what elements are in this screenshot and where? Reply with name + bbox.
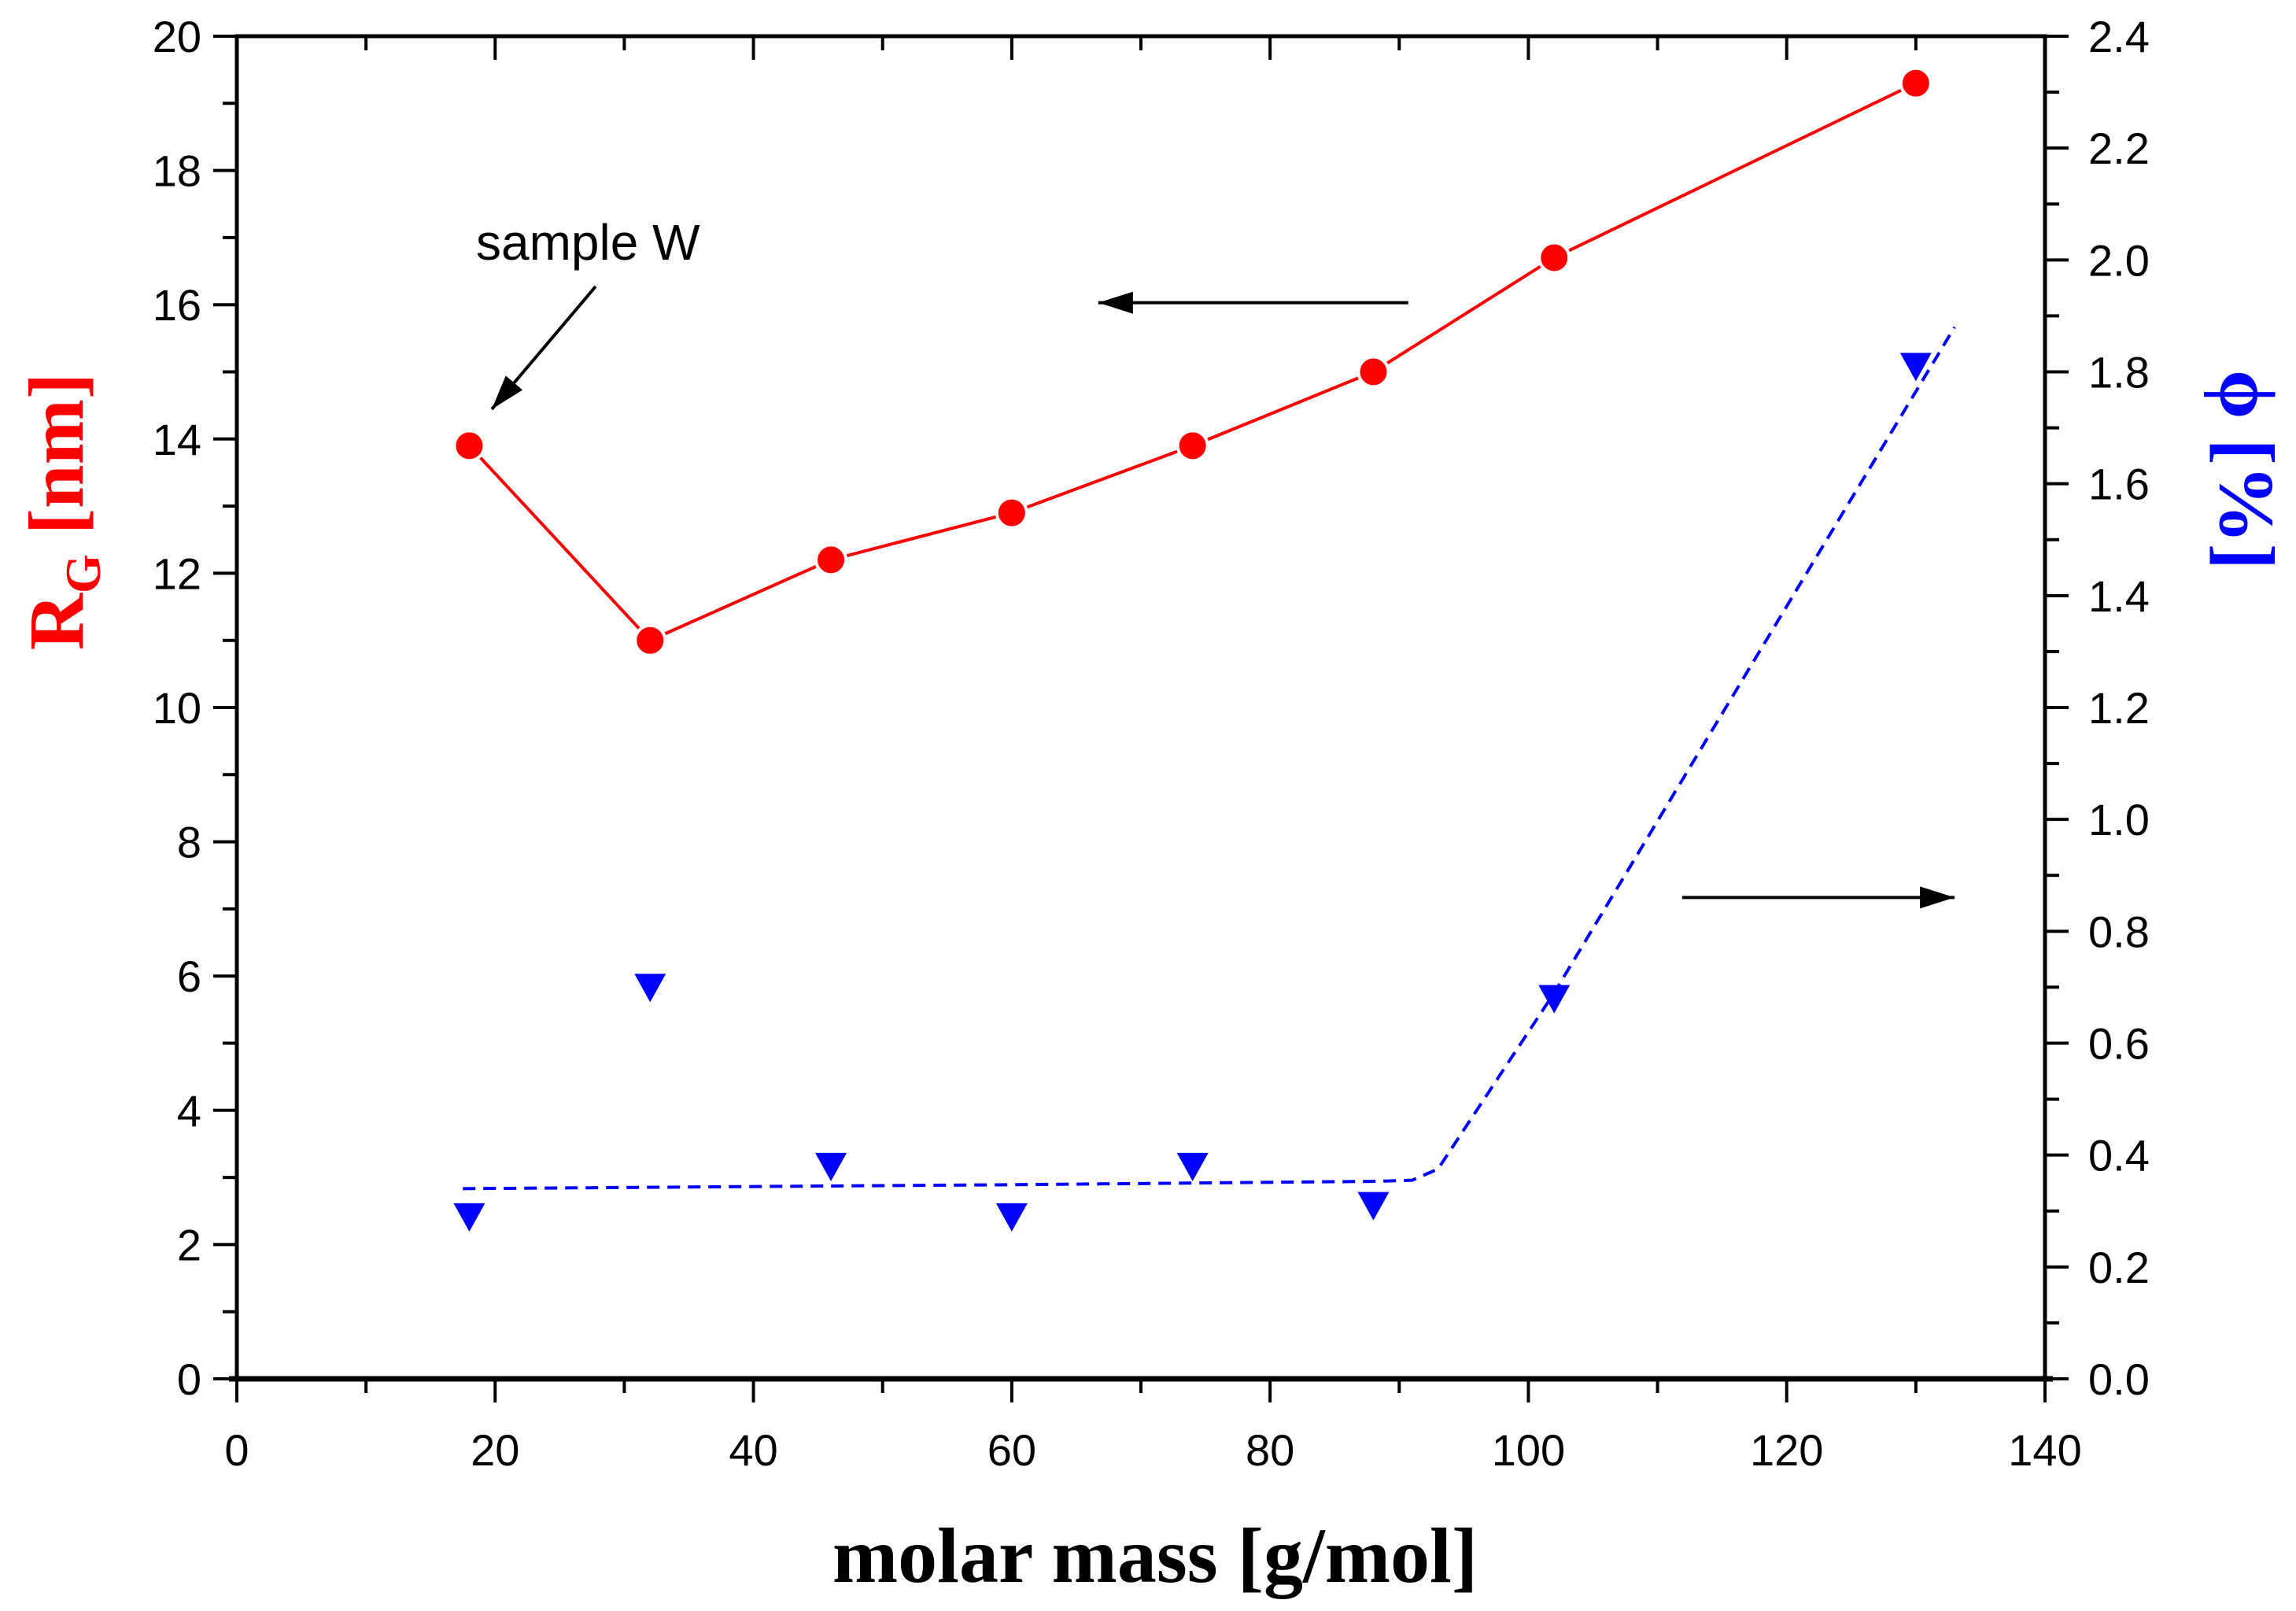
x-tick-label: 80 <box>1246 1425 1294 1475</box>
y-right-tick-label: 2.2 <box>2088 124 2150 173</box>
y-right-tick-label: 1.4 <box>2088 571 2150 621</box>
x-tick-label: 0 <box>224 1425 249 1475</box>
y-right-tick-label: 1.2 <box>2088 683 2150 733</box>
x-tick-label: 40 <box>729 1425 777 1475</box>
annotation-sample-w: sample W <box>476 214 700 271</box>
data-point-triangle <box>1176 1152 1209 1181</box>
data-point-triangle <box>1538 985 1571 1014</box>
y-right-tick-label: 2.0 <box>2088 235 2150 285</box>
y-left-title-main: R <box>13 592 100 650</box>
x-tick-label: 140 <box>2008 1425 2081 1475</box>
y-left-title-unit: [nm] <box>13 373 100 555</box>
y-left-axis-title: RG [nm] <box>13 373 111 651</box>
x-tick-label: 100 <box>1492 1425 1565 1475</box>
y-right-tick-label: 0.8 <box>2088 907 2150 956</box>
data-point-triangle <box>634 974 666 1003</box>
y-left-tick-label: 12 <box>153 549 201 598</box>
series-line-phi-fit <box>463 326 1956 1191</box>
y-left-tick-label: 8 <box>177 818 201 867</box>
x-tick-label: 20 <box>471 1425 519 1475</box>
y-left-tick-label: 6 <box>177 951 201 1001</box>
data-point-circle <box>995 496 1028 530</box>
arrow-left-axis-head <box>1098 291 1133 314</box>
data-point-circle <box>1357 355 1390 389</box>
y-right-tick-label: 2.4 <box>2088 12 2150 61</box>
y-left-tick-label: 16 <box>153 280 201 330</box>
y-right-tick-label: 0.6 <box>2088 1019 2150 1069</box>
y-left-tick-label: 14 <box>153 415 201 464</box>
data-point-triangle <box>453 1203 485 1232</box>
data-point-triangle <box>995 1203 1028 1232</box>
y-left-title-sub: G <box>55 554 111 593</box>
y-right-axis-title: ϕ [%] <box>2203 370 2290 570</box>
data-point-circle <box>1176 429 1209 463</box>
data-point-circle <box>452 429 486 463</box>
data-point-circle <box>1537 241 1571 275</box>
y-right-tick-label: 1.8 <box>2088 348 2150 397</box>
data-point-triangle <box>815 1152 847 1181</box>
y-left-tick-label: 18 <box>153 146 201 196</box>
y-right-tick-label: 0.4 <box>2088 1131 2150 1181</box>
data-point-circle <box>814 543 848 577</box>
y-left-tick-label: 20 <box>153 12 201 61</box>
y-left-tick-label: 10 <box>153 683 201 733</box>
y-left-tick-label: 4 <box>177 1086 201 1136</box>
y-left-tick-label: 2 <box>177 1220 201 1269</box>
y-right-tick-label: 0.2 <box>2088 1243 2150 1292</box>
y-right-tick-label: 1.6 <box>2088 460 2150 509</box>
x-tick-label: 60 <box>987 1425 1036 1475</box>
data-point-circle <box>633 623 667 657</box>
data-point-circle <box>1899 66 1932 100</box>
y-right-tick-label: 1.0 <box>2088 795 2150 844</box>
arrow-sample-w-head <box>492 375 523 409</box>
x-tick-label: 120 <box>1750 1425 1823 1475</box>
y-left-tick-label: 0 <box>177 1354 201 1404</box>
arrow-right-axis-head <box>1920 886 1955 909</box>
x-axis-title: molar mass [g/mol] <box>832 1512 1478 1599</box>
y-right-tick-label: 0.0 <box>2088 1354 2150 1404</box>
data-point-triangle <box>1899 353 1932 382</box>
data-point-triangle <box>1357 1192 1390 1221</box>
series-line-r_g <box>467 81 1917 643</box>
